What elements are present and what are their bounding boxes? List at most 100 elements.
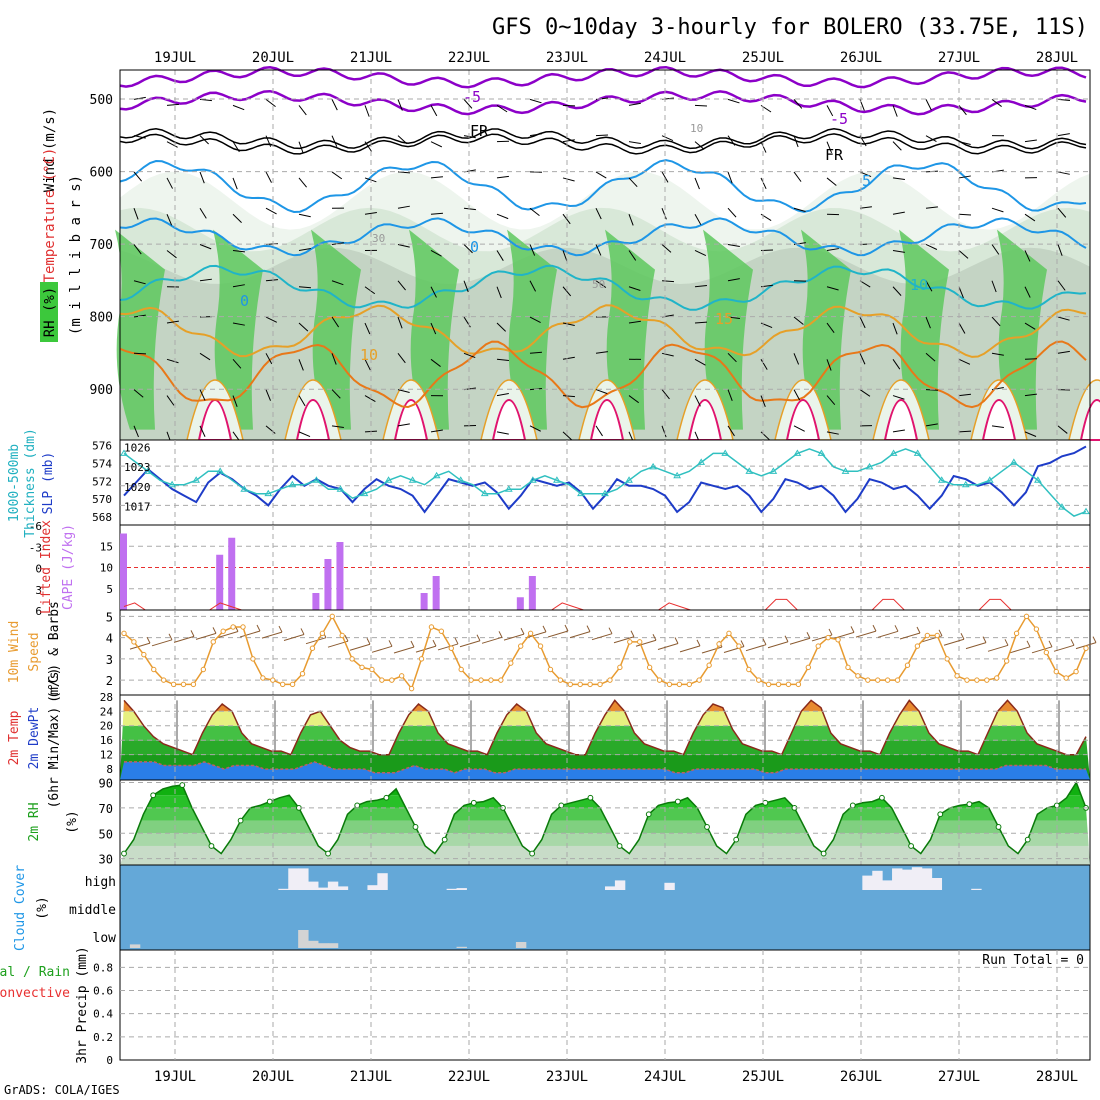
wind-barb [925,352,936,362]
wind-barb [265,389,271,401]
li-tick: -6 [29,520,42,533]
surface-barb-flag [960,633,965,640]
thickness-marker [168,480,176,488]
wind-speed-marker [478,677,484,683]
wind-barb [727,352,737,363]
high-cloud-bar [298,868,309,890]
wind-barb [1024,250,1031,262]
wind-barb [694,284,707,288]
wind-speed-marker [984,677,990,683]
wind-barb [991,98,1002,107]
surface-barb [195,632,217,640]
wind-barb [793,135,799,148]
wind-barb [298,177,307,188]
wind-barb [298,247,311,251]
thickness-tick: 572 [92,475,112,488]
wind-barb [991,352,1004,356]
surface-barb [745,644,767,652]
wind-speed-marker [775,681,782,688]
contour-freezing [119,128,1087,150]
rh-marker [674,798,681,805]
wind-barb [199,352,211,361]
wind-barb [199,171,205,184]
wind-speed-marker [349,656,355,662]
thickness-marker [841,467,850,474]
temp-tick: 16 [100,734,113,747]
rh-moist-column [997,229,1047,430]
contour-label: 0 [470,238,479,256]
wind-speed-marker [190,681,197,688]
thickness-marker [721,449,730,456]
wind-barb [199,244,212,250]
wind-barb [331,280,344,286]
wind-speed-marker [577,681,583,688]
wind-speed-marker [597,681,603,688]
pressure-tick: 900 [90,383,113,398]
wind-speed-marker [210,639,216,645]
wind-barb [892,359,901,370]
cape-bar [324,559,332,610]
day-label-top: 27JUL [938,50,980,66]
wind-barb [1057,98,1070,102]
wind-speed-marker [884,677,891,683]
wind-barb [265,135,272,147]
wind-barb [331,135,338,147]
wind-speed-marker [736,643,742,649]
wind-barb [430,105,438,117]
wind-barb [892,429,905,433]
footer-credit: GrADS: COLA/IGES [4,1083,120,1097]
surface-barb [789,637,811,645]
thickness-marker [769,467,778,474]
wind-barb [298,359,304,371]
wind-barb [133,425,139,438]
wind-barb [430,358,441,367]
li-tick: 3 [35,584,42,597]
contour-label: -5 [463,88,481,106]
thickness-marker [408,476,417,483]
wind-barb [430,286,437,298]
thickness-marker [120,449,128,456]
surface-barb-flag [784,635,789,642]
wind-barb [925,389,939,391]
thickness-marker [504,485,513,492]
surface-barb [349,643,371,651]
surface-barb-flag [168,633,173,641]
wind-barb [133,171,143,182]
temperature-contours [119,65,1087,409]
surface-barb [173,635,195,643]
rh-band [120,845,1090,865]
surface-barb [217,631,239,638]
wind-speed-marker [865,677,871,683]
high-cloud-bar [337,886,349,890]
wind-barb [793,316,804,325]
wind-barb [265,353,273,365]
surface-barb-flag [146,636,151,644]
wind-barb [166,214,173,226]
contour-label: 10 [690,122,703,135]
surface-barb-flag [938,629,943,637]
wind-barb [694,321,708,324]
wind-speed-marker [260,675,266,681]
rh-tick: 30 [99,853,113,867]
thickness-marker [264,489,273,497]
thickness-marker [384,476,393,483]
wind-barb [133,96,146,100]
surface-barb [855,630,877,638]
rh-marker [1024,836,1031,843]
cape-tick: 5 [106,583,113,596]
rh-marker [820,850,827,857]
wind-barb [859,316,866,329]
wind-speed-marker [131,639,137,645]
thickness-marker [961,480,970,488]
rh-marker [849,802,856,809]
high-cloud-bar [872,870,883,890]
wind-barb [1057,316,1070,321]
day-label-top: 24JUL [644,50,686,66]
precip-grid [120,950,1090,1060]
surface-barb [613,636,635,644]
wind-speed-marker [289,681,296,688]
contour-minus5 [119,89,1087,116]
wind-barb [166,358,179,364]
wind-speed-marker [676,681,683,688]
